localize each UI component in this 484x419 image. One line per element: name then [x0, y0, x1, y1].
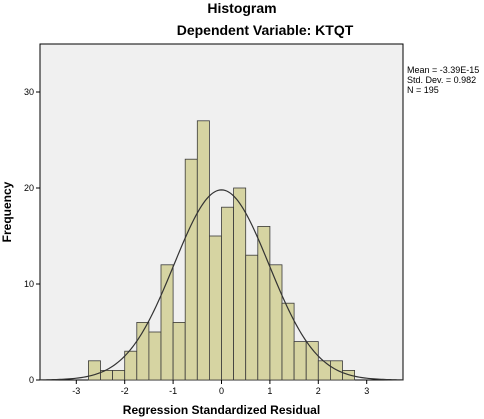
histogram-bar	[196, 120, 210, 381]
stats-n: N = 195	[407, 85, 439, 95]
stats-legend: Mean = -3.39E-15 Std. Dev. = 0.982 N = 1…	[407, 65, 479, 95]
y-tick-label: 0	[29, 375, 34, 385]
x-tick-label: -1	[169, 386, 177, 396]
chart-subtitle: Dependent Variable: KTQT	[176, 22, 354, 38]
histogram-bar	[257, 225, 271, 381]
x-tick-label: 1	[267, 386, 272, 396]
axes-layer: 0 10 20 30 -3 -2 -1 0 1 2 3	[24, 87, 369, 396]
histogram-bar	[233, 187, 247, 381]
histogram-bar	[221, 206, 234, 381]
normal-curve	[39, 189, 404, 381]
histogram-bar	[184, 158, 198, 381]
x-tick-label: -2	[121, 386, 129, 396]
stats-mean: Mean = -3.39E-15	[407, 65, 480, 75]
y-tick-label: 20	[24, 183, 34, 193]
y-tick-label: 10	[24, 279, 34, 289]
histogram-bar	[305, 341, 319, 381]
x-tick-label: 2	[316, 386, 321, 396]
histogram-bar	[148, 331, 162, 381]
histogram-bar	[88, 360, 101, 381]
histogram-bar	[124, 350, 138, 381]
histogram-bar	[112, 369, 126, 381]
x-tick-label: -3	[72, 386, 80, 396]
histogram-bar	[208, 235, 222, 381]
histogram-bar	[172, 321, 186, 381]
y-axis-label: Frequency	[0, 181, 14, 242]
histogram-bar	[281, 302, 295, 381]
chart-title: Histogram	[207, 0, 277, 16]
x-tick-label: 3	[364, 386, 369, 396]
y-tick-label: 30	[24, 87, 34, 97]
histogram-bar	[245, 254, 259, 381]
x-tick-label: 0	[219, 386, 224, 396]
x-axis-label: Regression Standardized Residual	[123, 403, 320, 417]
bars-layer	[88, 120, 356, 381]
histogram-bar	[317, 360, 331, 381]
histogram-bar	[293, 341, 307, 381]
stats-std-dev: Std. Dev. = 0.982	[407, 75, 477, 85]
